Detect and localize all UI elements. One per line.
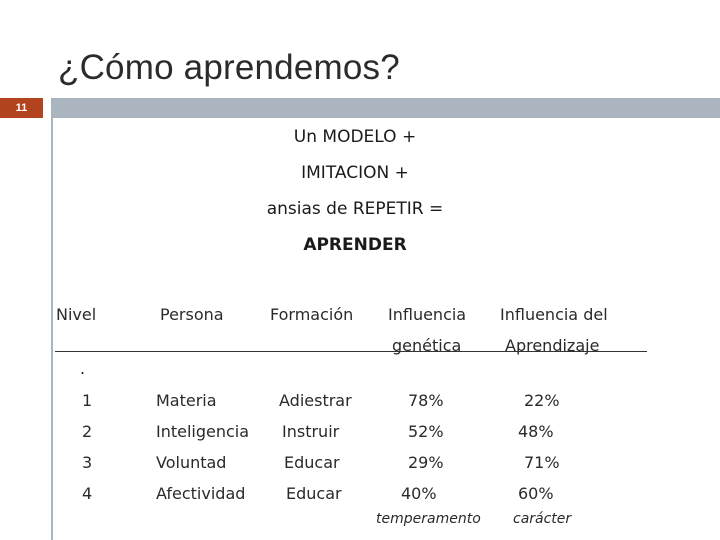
cell-persona: Voluntad (156, 453, 227, 472)
cell-genetica: 78% (408, 391, 444, 410)
equation-line-modelo: Un MODELO + (293, 127, 417, 147)
slide-title: ¿Cómo aprendemos? (58, 48, 400, 87)
cell-nivel: 4 (82, 484, 93, 503)
header-influencia-genetica-line1: Influencia (388, 305, 467, 324)
cell-genetica: 29% (408, 453, 444, 472)
header-influencia-genetica-line2: genética (392, 336, 462, 355)
slide-number: 11 (15, 102, 28, 114)
cell-aprendizaje: 71% (524, 453, 560, 472)
header-formacion: Formación (270, 305, 354, 324)
cell-nivel: 2 (82, 422, 93, 441)
header-nivel: Nivel (56, 305, 97, 324)
cell-nivel: 1 (82, 391, 93, 410)
row-marker: . (80, 359, 86, 378)
note-temperamento: temperamento (376, 511, 481, 527)
cell-persona: Inteligencia (156, 422, 250, 441)
header-persona: Persona (160, 305, 224, 324)
left-vertical-rule (51, 118, 53, 540)
note-caracter: carácter (513, 511, 572, 527)
cell-nivel: 3 (82, 453, 93, 472)
equation-result-aprender: APRENDER (303, 235, 407, 255)
cell-formacion: Educar (286, 484, 342, 503)
title-divider-bar (51, 98, 720, 118)
cell-formacion: Instruir (282, 422, 340, 441)
cell-formacion: Adiestrar (279, 391, 352, 410)
cell-aprendizaje: 22% (524, 391, 560, 410)
equation-line-repetir: ansias de REPETIR = (266, 199, 444, 219)
cell-formacion: Educar (284, 453, 340, 472)
header-influencia-aprendizaje-line2: Aprendizaje (505, 336, 600, 355)
slide-number-bar (0, 98, 43, 118)
cell-genetica: 52% (408, 422, 444, 441)
equation-line-imitacion: IMITACION + (301, 163, 409, 183)
header-influencia-aprendizaje-line1: Influencia del (500, 305, 608, 324)
cell-persona: Materia (156, 391, 217, 410)
cell-genetica: 40% (401, 484, 437, 503)
cell-aprendizaje: 60% (518, 484, 554, 503)
cell-persona: Afectividad (156, 484, 246, 503)
table-header-rule (55, 351, 647, 352)
cell-aprendizaje: 48% (518, 422, 554, 441)
